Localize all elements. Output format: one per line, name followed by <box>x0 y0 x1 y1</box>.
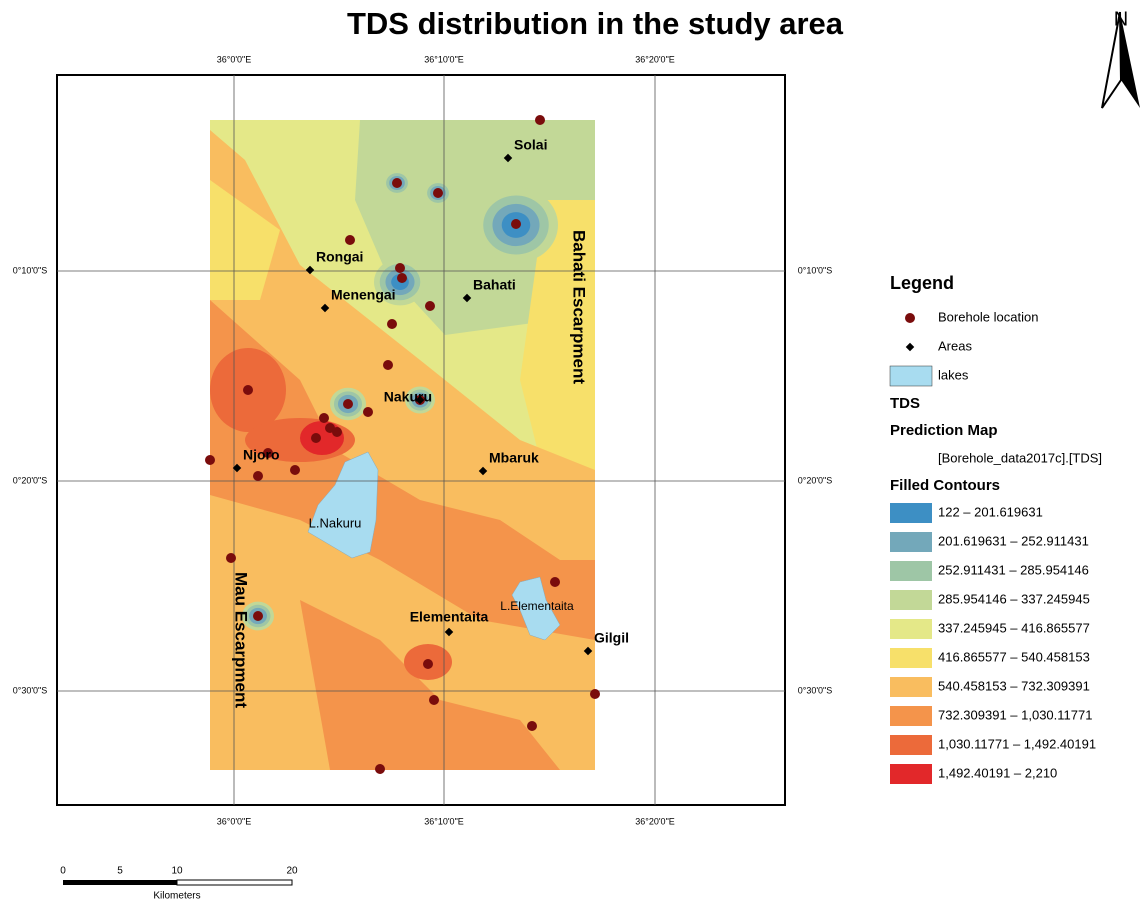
grid-label: 0°20'0"S <box>13 475 48 485</box>
legend-label: 540.458153 – 732.309391 <box>938 678 1090 693</box>
grid-label: 0°10'0"S <box>798 265 833 275</box>
legend-swatch <box>890 503 932 523</box>
area-label: Mbaruk <box>489 450 539 466</box>
borehole <box>290 465 300 475</box>
grid-label: 36°0'0"E <box>217 54 252 64</box>
legend-swatch <box>890 532 932 552</box>
scale-label: 10 <box>171 866 183 877</box>
legend-label: 285.954146 – 337.245945 <box>938 591 1090 606</box>
lake-label: L.Elementaita <box>500 599 574 613</box>
legend-label: [Borehole_data2017c].[TDS] <box>938 450 1102 465</box>
borehole <box>590 689 600 699</box>
area-label: Nakuru <box>384 389 432 405</box>
grid-label: 0°30'0"S <box>798 685 833 695</box>
legend-swatch <box>890 706 932 726</box>
grid-label: 0°10'0"S <box>13 265 48 275</box>
legend-swatch <box>890 764 932 784</box>
borehole <box>387 319 397 329</box>
area-label: Rongai <box>316 249 363 265</box>
area-label: Bahati <box>473 277 516 293</box>
area-label: Njoro <box>243 447 280 463</box>
tds-surface <box>210 120 595 770</box>
borehole <box>243 385 253 395</box>
borehole <box>535 115 545 125</box>
area-label: Menengai <box>331 287 396 303</box>
escarpment-label: Bahati Escarpment <box>570 230 589 384</box>
borehole <box>343 399 353 409</box>
borehole <box>205 455 215 465</box>
scale-label: 5 <box>117 866 123 877</box>
borehole <box>345 235 355 245</box>
borehole <box>311 433 321 443</box>
borehole <box>527 721 537 731</box>
legend-label: 416.865577 – 540.458153 <box>938 649 1090 664</box>
scale-label: 0 <box>60 866 66 877</box>
borehole <box>332 427 342 437</box>
legend-label: Borehole location <box>938 309 1038 324</box>
legend-lake <box>890 366 932 386</box>
borehole <box>392 178 402 188</box>
legend-swatch <box>890 590 932 610</box>
legend-label: 1,030.11771 – 1,492.40191 <box>938 736 1096 751</box>
scale-bar <box>177 880 292 885</box>
legend-swatch <box>890 735 932 755</box>
scale-label: 20 <box>286 866 298 877</box>
grid-label: 36°20'0"E <box>635 54 675 64</box>
borehole <box>425 301 435 311</box>
area-label: Solai <box>514 137 547 153</box>
grid-label: 0°20'0"S <box>798 475 833 485</box>
borehole <box>383 360 393 370</box>
legend-title: Legend <box>890 273 954 293</box>
legend-swatch <box>890 561 932 581</box>
legend-borehole <box>905 313 915 323</box>
grid-label: 36°10'0"E <box>424 816 464 826</box>
map-page: L.Nakuru L.Elementaita 36°0'0"E 36°0'0"E 36°… <box>0 0 1142 903</box>
borehole <box>395 263 405 273</box>
legend-heading: TDS <box>890 395 920 412</box>
borehole <box>511 219 521 229</box>
legend-label: 337.245945 – 416.865577 <box>938 620 1090 635</box>
legend-area <box>906 343 914 351</box>
legend-label: 122 – 201.619631 <box>938 504 1043 519</box>
zone <box>300 421 344 455</box>
borehole <box>363 407 373 417</box>
legend-swatch <box>890 619 932 639</box>
scale-unit: Kilometers <box>153 891 200 902</box>
legend-label: lakes <box>938 367 969 382</box>
borehole <box>375 764 385 774</box>
escarpment-label: Mau Escarpment <box>232 572 251 708</box>
borehole <box>253 611 263 621</box>
grid-label: 36°10'0"E <box>424 54 464 64</box>
grid-label: 0°30'0"S <box>13 685 48 695</box>
legend-label: 1,492.40191 – 2,210 <box>938 765 1057 780</box>
grid-label: 36°0'0"E <box>217 816 252 826</box>
legend-heading: Prediction Map <box>890 422 998 439</box>
borehole <box>226 553 236 563</box>
grid-label: 36°20'0"E <box>635 816 675 826</box>
legend-swatch <box>890 648 932 668</box>
lake-label: L.Nakuru <box>309 515 362 530</box>
legend: Legend Borehole location Areas lakes TDS Pred… <box>890 273 1102 784</box>
area-label: Gilgil <box>594 630 629 646</box>
scale-bar <box>63 880 177 885</box>
borehole <box>253 471 263 481</box>
borehole <box>433 188 443 198</box>
north-label: N <box>1114 8 1128 30</box>
borehole <box>550 577 560 587</box>
borehole <box>319 413 329 423</box>
area-label: Elementaita <box>410 609 489 625</box>
legend-heading: Filled Contours <box>890 477 1000 494</box>
legend-label: 201.619631 – 252.911431 <box>938 533 1089 548</box>
legend-swatch <box>890 677 932 697</box>
borehole <box>423 659 433 669</box>
legend-label: 732.309391 – 1,030.11771 <box>938 707 1092 722</box>
borehole <box>397 273 407 283</box>
legend-label: Areas <box>938 338 972 353</box>
legend-label: 252.911431 – 285.954146 <box>938 562 1089 577</box>
borehole <box>429 695 439 705</box>
map-title: TDS distribution in the study area <box>347 6 844 41</box>
